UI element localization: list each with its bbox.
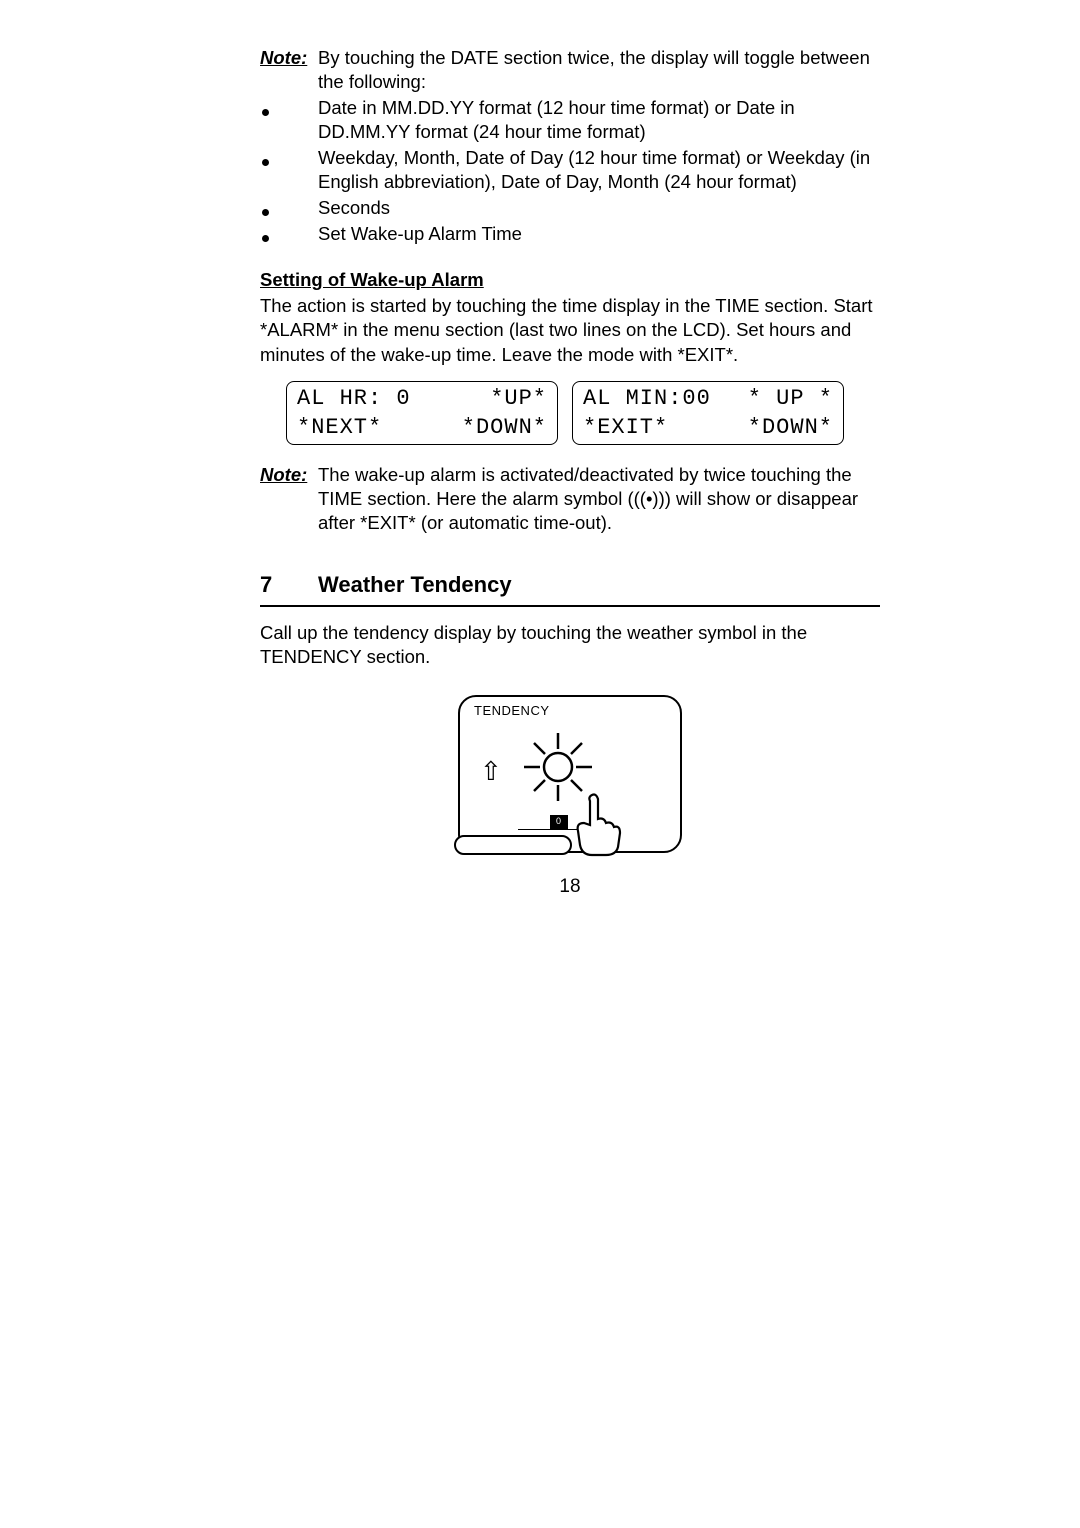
- list-item: Seconds: [260, 196, 880, 220]
- bullet-icon: [260, 96, 318, 144]
- bullet-icon: [260, 146, 318, 194]
- bullet-text: Seconds: [318, 196, 390, 220]
- arrow-up-icon: ⇧: [480, 755, 502, 789]
- note-text: The wake-up alarm is activated/deactivat…: [318, 463, 880, 535]
- alarm-paragraph: The action is started by touching the ti…: [260, 294, 880, 366]
- lcd-line: AL HR: 0 *UP*: [297, 386, 547, 412]
- note-label-col: Note:: [260, 46, 318, 94]
- lcd-text: * UP *: [748, 386, 833, 412]
- alarm-heading: Setting of Wake-up Alarm: [260, 268, 880, 292]
- list-item: Weekday, Month, Date of Day (12 hour tim…: [260, 146, 880, 194]
- note-label: Note:: [260, 47, 307, 68]
- lcd-panel-minutes: AL MIN:00 * UP * *EXIT* *DOWN*: [572, 381, 844, 445]
- lcd-panel-hours: AL HR: 0 *UP* *NEXT* *DOWN*: [286, 381, 558, 445]
- lcd-text: *DOWN*: [748, 415, 833, 441]
- manual-page: Note: By touching the DATE section twice…: [260, 0, 880, 900]
- histogram-bar: [550, 815, 568, 829]
- bullet-text: Set Wake-up Alarm Time: [318, 222, 522, 246]
- section-number: 7: [260, 571, 318, 600]
- note-block-2: Note: The wake-up alarm is activated/dea…: [260, 463, 880, 535]
- pointing-hand-icon: [570, 793, 628, 857]
- tendency-label: TENDENCY: [474, 703, 550, 720]
- lcd-text: *NEXT*: [297, 415, 382, 441]
- list-item: Date in MM.DD.YY format (12 hour time fo…: [260, 96, 880, 144]
- lcd-line: *NEXT* *DOWN*: [297, 415, 547, 441]
- section-header: 7 Weather Tendency: [260, 571, 880, 608]
- tendency-diagram-wrap: TENDENCY ⇧: [260, 695, 880, 853]
- lcd-row: AL HR: 0 *UP* *NEXT* *DOWN* AL MIN:00 * …: [286, 381, 880, 445]
- lcd-text: AL HR: 0: [297, 386, 411, 412]
- note-block-1: Note: By touching the DATE section twice…: [260, 46, 880, 94]
- tendency-box: TENDENCY ⇧: [458, 695, 682, 853]
- bullet-text: Weekday, Month, Date of Day (12 hour tim…: [318, 146, 880, 194]
- note-label-col: Note:: [260, 463, 318, 535]
- lcd-line: *EXIT* *DOWN*: [583, 415, 833, 441]
- lcd-text: AL MIN:00: [583, 386, 711, 412]
- section-paragraph: Call up the tendency display by touching…: [260, 621, 880, 669]
- list-item: Set Wake-up Alarm Time: [260, 222, 880, 246]
- lcd-text: *UP*: [490, 386, 547, 412]
- note-text: By touching the DATE section twice, the …: [318, 46, 880, 94]
- bullet-icon: [260, 196, 318, 220]
- section-title: Weather Tendency: [318, 571, 512, 600]
- bullet-icon: [260, 222, 318, 246]
- note-label: Note:: [260, 464, 307, 485]
- page-number: 18: [260, 875, 880, 900]
- bottom-tab: [454, 835, 572, 855]
- lcd-line: AL MIN:00 * UP *: [583, 386, 833, 412]
- lcd-text: *DOWN*: [462, 415, 547, 441]
- lcd-text: *EXIT*: [583, 415, 668, 441]
- note1-bullet-list: Date in MM.DD.YY format (12 hour time fo…: [260, 96, 880, 246]
- bullet-text: Date in MM.DD.YY format (12 hour time fo…: [318, 96, 880, 144]
